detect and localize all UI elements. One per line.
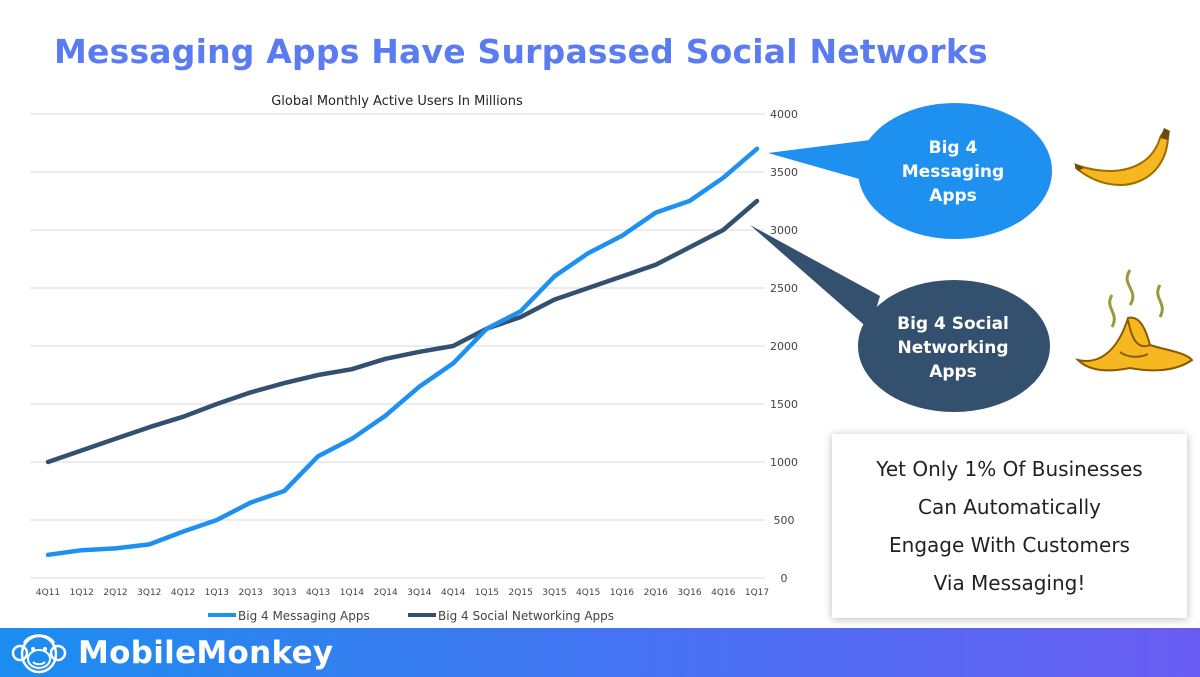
x-tick-label: 1Q16 — [610, 588, 635, 598]
social-callout-line: Big 4 Social — [897, 314, 1009, 334]
y-tick-label: 3500 — [770, 166, 798, 179]
x-tick-label: 2Q12 — [103, 588, 127, 598]
legend-label: Big 4 Social Networking Apps — [438, 609, 614, 623]
series-lines — [45, 146, 760, 558]
banana-icon — [1074, 128, 1170, 186]
y-axis-ticks: 0 500 1000 1500 2000 2500 3000 3500 4000 — [770, 108, 798, 585]
x-tick-label: 1Q13 — [205, 588, 229, 598]
rotten-banana-peel-icon — [1074, 269, 1194, 372]
x-tick-label: 1Q15 — [475, 588, 499, 598]
x-tick-label: 4Q15 — [576, 588, 600, 598]
cta-line: Engage With Customers — [889, 533, 1130, 557]
x-tick-label: 4Q13 — [306, 588, 330, 598]
cta-line: Can Automatically — [917, 495, 1102, 519]
x-tick-label: 1Q17 — [745, 588, 769, 598]
x-tick-label: 3Q15 — [542, 588, 566, 598]
x-axis-ticks: 4Q11 1Q12 2Q12 3Q12 4Q12 1Q13 2Q13 3Q13 4Q13 1Q14… — [36, 588, 769, 598]
cta-line: Yet Only 1% Of Businesses — [876, 457, 1143, 481]
y-tick-label: 500 — [774, 514, 795, 527]
cta-line: Via Messaging! — [933, 571, 1086, 595]
slide-title: Messaging Apps Have Surpassed Social Net… — [54, 32, 988, 71]
chart-legend: Big 4 Messaging Apps Big 4 Social Network… — [208, 609, 614, 623]
line-chart: Global Monthly Active Users In Millions … — [30, 94, 1194, 623]
cta-box: Yet Only 1% Of Businesses Can Automatica… — [832, 434, 1187, 618]
x-tick-label: 4Q11 — [36, 588, 60, 598]
y-tick-label: 1500 — [770, 398, 798, 411]
series-line — [45, 146, 760, 558]
social-callout: Big 4 Social Networking Apps — [750, 225, 1050, 412]
x-tick-label: 3Q12 — [137, 588, 161, 598]
messaging-callout-bubble — [858, 103, 1052, 239]
y-tick-label: 2500 — [770, 282, 798, 295]
y-tick-label: 3000 — [770, 224, 798, 237]
y-tick-label: 2000 — [770, 340, 798, 353]
chart-title: Global Monthly Active Users In Millions — [271, 94, 523, 109]
social-callout-line: Networking — [897, 338, 1008, 358]
x-tick-label: 1Q12 — [70, 588, 94, 598]
messaging-callout-line: Big 4 — [929, 138, 978, 158]
x-tick-label: 1Q14 — [340, 588, 365, 598]
social-callout-line: Apps — [929, 362, 977, 382]
messaging-callout: Big 4 Messaging Apps — [768, 103, 1052, 239]
y-tick-label: 1000 — [770, 456, 798, 469]
brand-name: MobileMonkey — [78, 635, 334, 671]
grid-lines — [30, 113, 765, 579]
y-tick-label: 4000 — [770, 108, 798, 121]
monkey-logo-icon — [11, 634, 67, 674]
legend-label: Big 4 Messaging Apps — [238, 609, 370, 623]
x-tick-label: 2Q15 — [509, 588, 533, 598]
x-tick-label: 3Q16 — [677, 588, 702, 598]
x-tick-label: 2Q16 — [644, 588, 669, 598]
messaging-callout-line: Messaging — [902, 162, 1004, 182]
x-tick-label: 4Q14 — [441, 588, 466, 598]
x-tick-label: 3Q13 — [272, 588, 296, 598]
x-tick-label: 3Q14 — [407, 588, 432, 598]
x-tick-label: 4Q16 — [711, 588, 736, 598]
x-tick-label: 4Q12 — [171, 588, 195, 598]
messaging-callout-line: Apps — [929, 186, 977, 206]
x-tick-label: 2Q14 — [373, 588, 398, 598]
x-tick-label: 2Q13 — [238, 588, 262, 598]
messaging-callout-pointer — [768, 140, 884, 186]
y-tick-label: 0 — [781, 572, 788, 585]
series-line — [45, 198, 760, 465]
social-callout-pointer — [750, 225, 880, 330]
footer-bar: MobileMonkey — [0, 628, 1200, 677]
social-callout-bubble — [858, 280, 1050, 412]
